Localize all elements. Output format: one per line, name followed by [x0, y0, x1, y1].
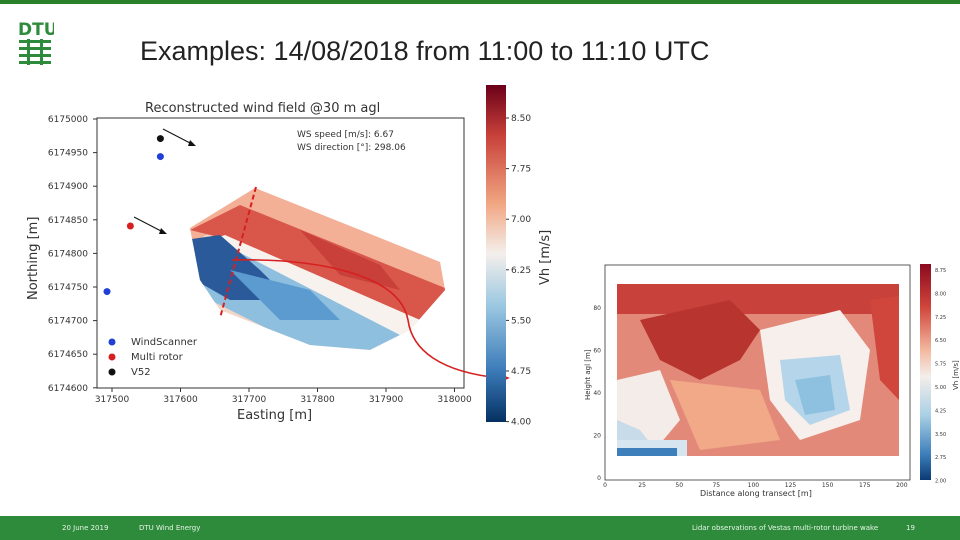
left-legend: WindScanner Multi rotor V52 [108, 337, 198, 378]
right-colorbar-ticks: 8.75 8.00 7.25 6.50 5.75 5.00 4.25 3.50 2.75 2.00 [935, 268, 946, 485]
left-wind-field-chart: Reconstructed wind field @30 m agl WS sp… [26, 85, 553, 428]
left-y-tick: 6174800 [48, 249, 88, 259]
left-colorbar-tick: 4.00 [511, 418, 531, 428]
dtu-logo: DTU [18, 20, 54, 65]
right-y-ticks: 0 20 40 60 80 [593, 305, 601, 482]
right-y-tick: 40 [593, 390, 601, 397]
footer-page-number: 19 [906, 524, 915, 532]
left-y-tick: 6174750 [48, 283, 88, 293]
footer-date: 20 June 2019 [62, 524, 109, 532]
left-y-axis-label: Northing [m] [26, 217, 41, 300]
left-markers [103, 135, 164, 296]
legend-windscanner: WindScanner [131, 337, 198, 348]
transect-connector-arrow [231, 259, 501, 379]
left-y-tick: 6174900 [48, 182, 88, 192]
marker-v52 [156, 135, 164, 143]
right-x-tick: 175 [859, 482, 871, 489]
right-colorbar [920, 264, 931, 480]
right-x-tick: 25 [638, 482, 646, 489]
left-x-tick: 317700 [232, 395, 267, 405]
left-colorbar-tick: 5.50 [511, 316, 531, 326]
right-x-tick: 50 [675, 482, 683, 489]
footer-department: DTU Wind Energy [139, 524, 201, 532]
top-accent-bar [0, 0, 960, 4]
right-x-ticks: 0 25 50 75 100 125 150 175 200 [603, 482, 908, 489]
right-y-axis-label: Height agl [m] [584, 349, 592, 400]
right-x-tick: 100 [748, 482, 760, 489]
left-y-tick: 6174650 [48, 350, 88, 360]
left-colorbar-tick: 7.75 [511, 165, 531, 175]
right-colorbar-tick: 5.75 [935, 362, 946, 368]
right-colorbar-tick: 6.50 [935, 338, 946, 344]
footer: 20 June 2019 DTU Wind Energy Lidar obser… [0, 516, 960, 540]
right-colorbar-tick: 2.75 [935, 455, 946, 461]
right-x-tick: 200 [896, 482, 908, 489]
right-y-tick: 0 [597, 475, 601, 482]
right-colorbar-tick: 8.00 [935, 291, 946, 297]
ws-speed-label: WS speed [m/s]: 6.67 [297, 130, 394, 140]
left-colorbar-ticks: 8.50 7.75 7.00 6.25 5.50 4.75 4.00 [506, 114, 531, 428]
left-colorbar-tick: 8.50 [511, 114, 531, 124]
marker-multi-rotor [126, 222, 134, 230]
right-colorbar-label: Vh [m/s] [952, 360, 960, 390]
right-y-tick: 60 [593, 348, 601, 355]
right-x-tick: 125 [785, 482, 797, 489]
right-y-tick: 80 [593, 305, 601, 312]
right-colorbar-tick: 4.25 [935, 408, 946, 414]
left-y-tick: 6174700 [48, 317, 88, 327]
left-y-ticks: 6175000 6174950 6174900 6174850 6174800 61747… [48, 115, 97, 394]
right-colorbar-tick: 2.00 [935, 479, 946, 485]
marker-windscanner [103, 288, 111, 296]
left-x-axis-label: Easting [m] [237, 408, 312, 423]
right-x-tick: 150 [822, 482, 834, 489]
slide-title: Examples: 14/08/2018 from 11:00 to 11:10… [140, 36, 710, 66]
left-colorbar-label: Vh [m/s] [538, 230, 553, 285]
left-colorbar-tick: 6.25 [511, 266, 531, 276]
logo-text: DTU [18, 20, 54, 40]
left-x-tick: 317800 [300, 395, 335, 405]
transect-surface [617, 284, 899, 456]
right-colorbar-tick: 8.75 [935, 268, 946, 274]
right-colorbar-tick: 7.25 [935, 315, 946, 321]
left-x-tick: 317600 [163, 395, 198, 405]
right-y-tick: 20 [593, 433, 601, 440]
left-x-tick: 318000 [437, 395, 472, 405]
transect-line [219, 186, 257, 319]
right-transect-chart: Distance along transect [m] Height agl [… [584, 264, 960, 498]
left-x-ticks: 317500 317600 317700 317800 317900 318000 [95, 388, 472, 405]
right-colorbar-tick: 3.50 [935, 432, 946, 438]
left-y-tick: 6174600 [48, 384, 88, 394]
legend-v52: V52 [131, 367, 151, 378]
left-x-tick: 317900 [369, 395, 404, 405]
right-colorbar-tick: 5.00 [935, 385, 946, 391]
left-y-tick: 6175000 [48, 115, 88, 125]
left-y-tick: 6174850 [48, 216, 88, 226]
right-x-axis-label: Distance along transect [m] [700, 489, 812, 498]
left-y-tick: 6174950 [48, 149, 88, 159]
left-x-tick: 317500 [95, 395, 130, 405]
footer-subject: Lidar observations of Vestas multi-rotor… [692, 524, 879, 532]
legend-multi-rotor: Multi rotor [131, 352, 184, 363]
left-colorbar [486, 85, 506, 422]
left-colorbar-tick: 7.00 [511, 215, 531, 225]
ws-direction-label: WS direction [°]: 298.06 [297, 143, 406, 153]
marker-windscanner [156, 153, 164, 161]
left-colorbar-tick: 4.75 [511, 367, 531, 377]
right-x-tick: 75 [712, 482, 720, 489]
right-x-tick: 0 [603, 482, 607, 489]
left-chart-title: Reconstructed wind field @30 m agl [145, 101, 380, 116]
